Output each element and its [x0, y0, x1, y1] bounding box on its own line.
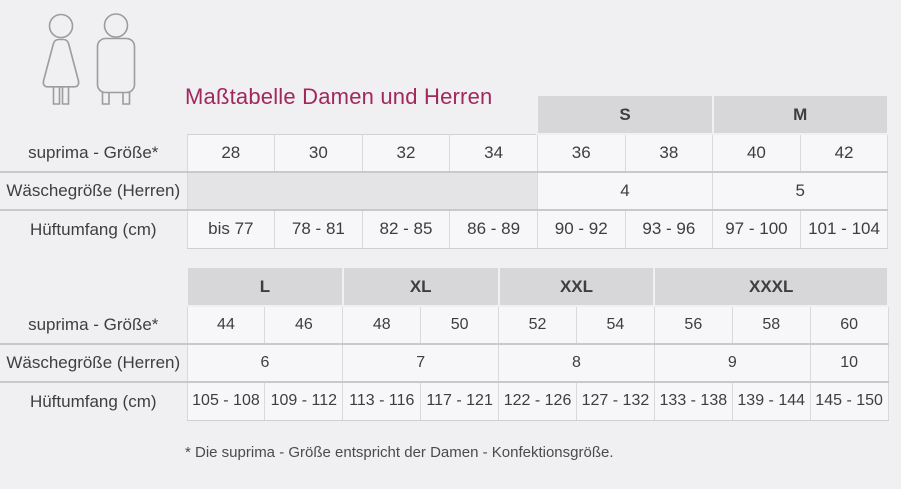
table-cell: 101 - 104 — [799, 209, 889, 249]
table-cell: 127 - 132 — [575, 381, 655, 421]
table-cell: 34 — [449, 133, 538, 173]
row-label-suprima-groesse: suprima - Größe* — [0, 306, 187, 345]
table-cell: 109 - 112 — [264, 381, 344, 421]
size-group-l: L — [186, 268, 344, 307]
group-header-spacer — [0, 268, 187, 306]
table-row-hueftumfang: Hüftumfang (cm) bis 77 78 - 81 82 - 85 8… — [0, 209, 889, 249]
table-row-suprima-groesse: suprima - Größe* 44 46 48 50 52 54 56 58… — [0, 305, 889, 345]
table-cell: 6 — [186, 343, 344, 383]
footnote: * Die suprima - Größe entspricht der Dam… — [185, 444, 614, 461]
table-cell: bis 77 — [186, 209, 276, 249]
size-group-xl: XL — [341, 268, 500, 307]
table-cell: 36 — [536, 133, 626, 173]
table-cell: 86 - 89 — [449, 209, 538, 249]
row-label-hueftumfang: Hüftumfang (cm) — [29, 219, 157, 239]
table-cell: 42 — [799, 133, 889, 173]
table-cell: 145 - 150 — [809, 381, 889, 421]
group-header-row: L XL XXL XXXL — [0, 268, 890, 307]
table-cell: 97 - 100 — [712, 209, 801, 249]
table-cell: 133 - 138 — [653, 381, 733, 421]
row-label-suprima-groesse: suprima - Größe* — [0, 134, 187, 173]
table-cell: 60 — [809, 305, 889, 345]
table-cell-empty — [186, 171, 538, 211]
table-cell: 30 — [274, 133, 363, 173]
gender-figures-svg — [42, 13, 136, 105]
table-cell: 113 - 116 — [342, 381, 422, 421]
table-cell: 5 — [712, 171, 889, 211]
table-cell: 122 - 126 — [498, 381, 577, 421]
table-cell: 82 - 85 — [361, 209, 451, 249]
table-cell: 28 — [186, 133, 276, 173]
table-cell: 78 - 81 — [274, 209, 363, 249]
row-label-hueftumfang: Hüftumfang (cm) — [29, 391, 157, 411]
table-cell: 44 — [186, 305, 266, 345]
table-cell: 105 - 108 — [186, 381, 266, 421]
table-cell: 4 — [536, 171, 714, 211]
group-header-row: S M — [0, 96, 889, 135]
table-cell: 117 - 121 — [420, 381, 500, 421]
gender-figures — [34, 6, 144, 113]
row-label-waeschegroesse: Wäschegröße (Herren) — [0, 344, 187, 383]
page-title: Maßtabelle Damen und Herren — [185, 84, 493, 109]
size-group-xxxl: XXXL — [653, 268, 890, 307]
table-cell: 38 — [624, 133, 714, 173]
table-cell: 58 — [731, 305, 811, 345]
table-row-waeschegroesse: Wäschegröße (Herren) 4 5 — [0, 171, 889, 211]
size-table-upper: S M suprima - Größe* 28 30 32 34 36 38 4… — [0, 96, 889, 249]
table-cell: 90 - 92 — [536, 209, 626, 249]
table-cell: 10 — [809, 343, 889, 383]
size-table-lower: L XL XXL XXXL suprima - Größe* 44 46 48 … — [0, 268, 890, 421]
group-header-spacer — [0, 96, 537, 134]
table-cell: 9 — [653, 343, 811, 383]
male-figure-icon — [96, 13, 136, 105]
table-cell: 52 — [498, 305, 577, 345]
table-cell: 56 — [653, 305, 733, 345]
size-group-s: S — [536, 96, 714, 135]
table-cell: 7 — [342, 343, 500, 383]
table-cell: 32 — [361, 133, 451, 173]
table-cell: 8 — [498, 343, 655, 383]
female-figure-icon — [42, 13, 80, 105]
size-group-xxl: XXL — [497, 268, 656, 307]
table-cell: 40 — [712, 133, 801, 173]
row-label-waeschegroesse: Wäschegröße (Herren) — [0, 172, 187, 211]
table-cell: 46 — [264, 305, 344, 345]
table-cell: 48 — [342, 305, 422, 345]
table-row-suprima-groesse: suprima - Größe* 28 30 32 34 36 38 40 42 — [0, 133, 889, 173]
table-cell: 93 - 96 — [624, 209, 714, 249]
table-cell: 139 - 144 — [731, 381, 811, 421]
table-cell: 54 — [575, 305, 655, 345]
size-group-m: M — [711, 96, 889, 135]
table-row-waeschegroesse: Wäschegröße (Herren) 6 7 8 9 10 — [0, 343, 889, 383]
table-cell: 50 — [420, 305, 500, 345]
table-row-hueftumfang: Hüftumfang (cm) 105 - 108 109 - 112 113 … — [0, 381, 889, 421]
